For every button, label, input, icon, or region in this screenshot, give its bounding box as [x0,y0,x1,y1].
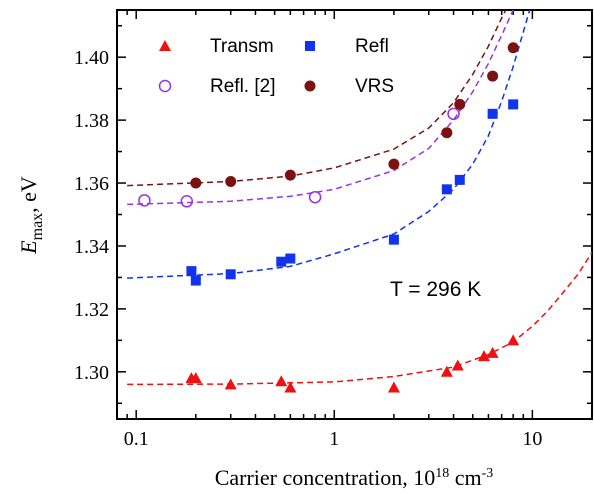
fit-curves [127,10,592,386]
y-tick-label: 1.30 [74,362,109,384]
y-axis-title-sub: max [29,213,46,241]
data-point-vrs [507,42,519,54]
data-point-transm [284,381,297,393]
y-tick-label: 1.38 [74,110,109,132]
data-point-vrs [225,175,237,187]
data-point-transm [440,365,453,377]
x-tick-label: 10 [522,428,542,450]
data-point-refl [441,184,452,195]
data-point-refl [454,174,465,185]
x-tick-label: 0.1 [124,428,149,450]
data-point-vrs [388,158,400,170]
annotation-temperature: T = 296 K [390,278,481,301]
legend-marker-refl-2 [158,79,172,93]
legend-marker-transm [159,40,171,51]
plot-frame [116,9,593,420]
data-point-refl-2 [447,107,460,121]
legend-label-refl-2: Refl. [2] [210,76,275,97]
data-point-refl [487,108,498,119]
x-axis-title-main: Carrier concentration, 10 [215,465,436,490]
fit-curve-refl [127,10,531,279]
data-point-transm [189,372,202,384]
data-point-transm [486,346,499,358]
legend: Transm Refl Refl. [2] VRS [158,36,394,97]
x-axis-title-unit: cm [449,465,481,490]
x-axis-title-sup2: -3 [482,466,494,481]
data-point-refl [276,256,287,267]
data-point-refl-2 [180,195,194,208]
y-axis-title-main: E [16,240,41,255]
data-point-refl [190,275,201,286]
data-point-vrs [441,127,453,139]
y-axis-title-unit: , eV [16,176,41,213]
data-point-refl-2 [308,190,322,204]
data-points [138,42,520,393]
axis-ticks [116,10,593,419]
legend-label-transm: Transm [210,36,274,57]
y-axis-title: Emax, eV [16,176,46,255]
data-point-vrs [284,169,296,181]
data-point-vrs [454,98,466,110]
y-tick-label: 1.40 [74,47,109,69]
tick-labels: 1.30 1.32 1.34 1.36 1.38 1.40 0.1 1 10 [74,47,542,450]
x-tick-label: 1 [329,428,339,450]
fit-curve-transm [127,251,592,386]
data-point-refl [225,269,236,280]
data-point-transm [507,334,520,346]
fit-curve-refl-2 [127,10,515,206]
legend-marker-refl [305,41,315,51]
legend-label-refl: Refl [355,36,389,57]
legend-marker-vrs [304,80,316,92]
x-axis-title-sup1: 18 [435,466,449,481]
data-point-refl [186,266,197,277]
data-point-transm [387,381,400,393]
data-point-transm [451,359,464,371]
data-point-vrs [487,70,499,82]
data-point-transm [224,378,237,390]
data-point-transm [275,375,288,387]
data-point-refl-2 [138,194,151,207]
data-point-transm [478,350,491,362]
fit-curve-vrs [127,10,507,187]
data-point-refl [388,234,399,245]
data-point-vrs [190,177,202,189]
y-tick-label: 1.32 [74,299,109,321]
legend-label-vrs: VRS [355,76,394,97]
data-point-refl [508,99,519,110]
data-point-refl [285,253,296,264]
y-tick-label: 1.34 [74,236,109,258]
y-tick-label: 1.36 [74,173,109,195]
x-axis-title: Carrier concentration, 1018 cm-3 [215,465,494,490]
